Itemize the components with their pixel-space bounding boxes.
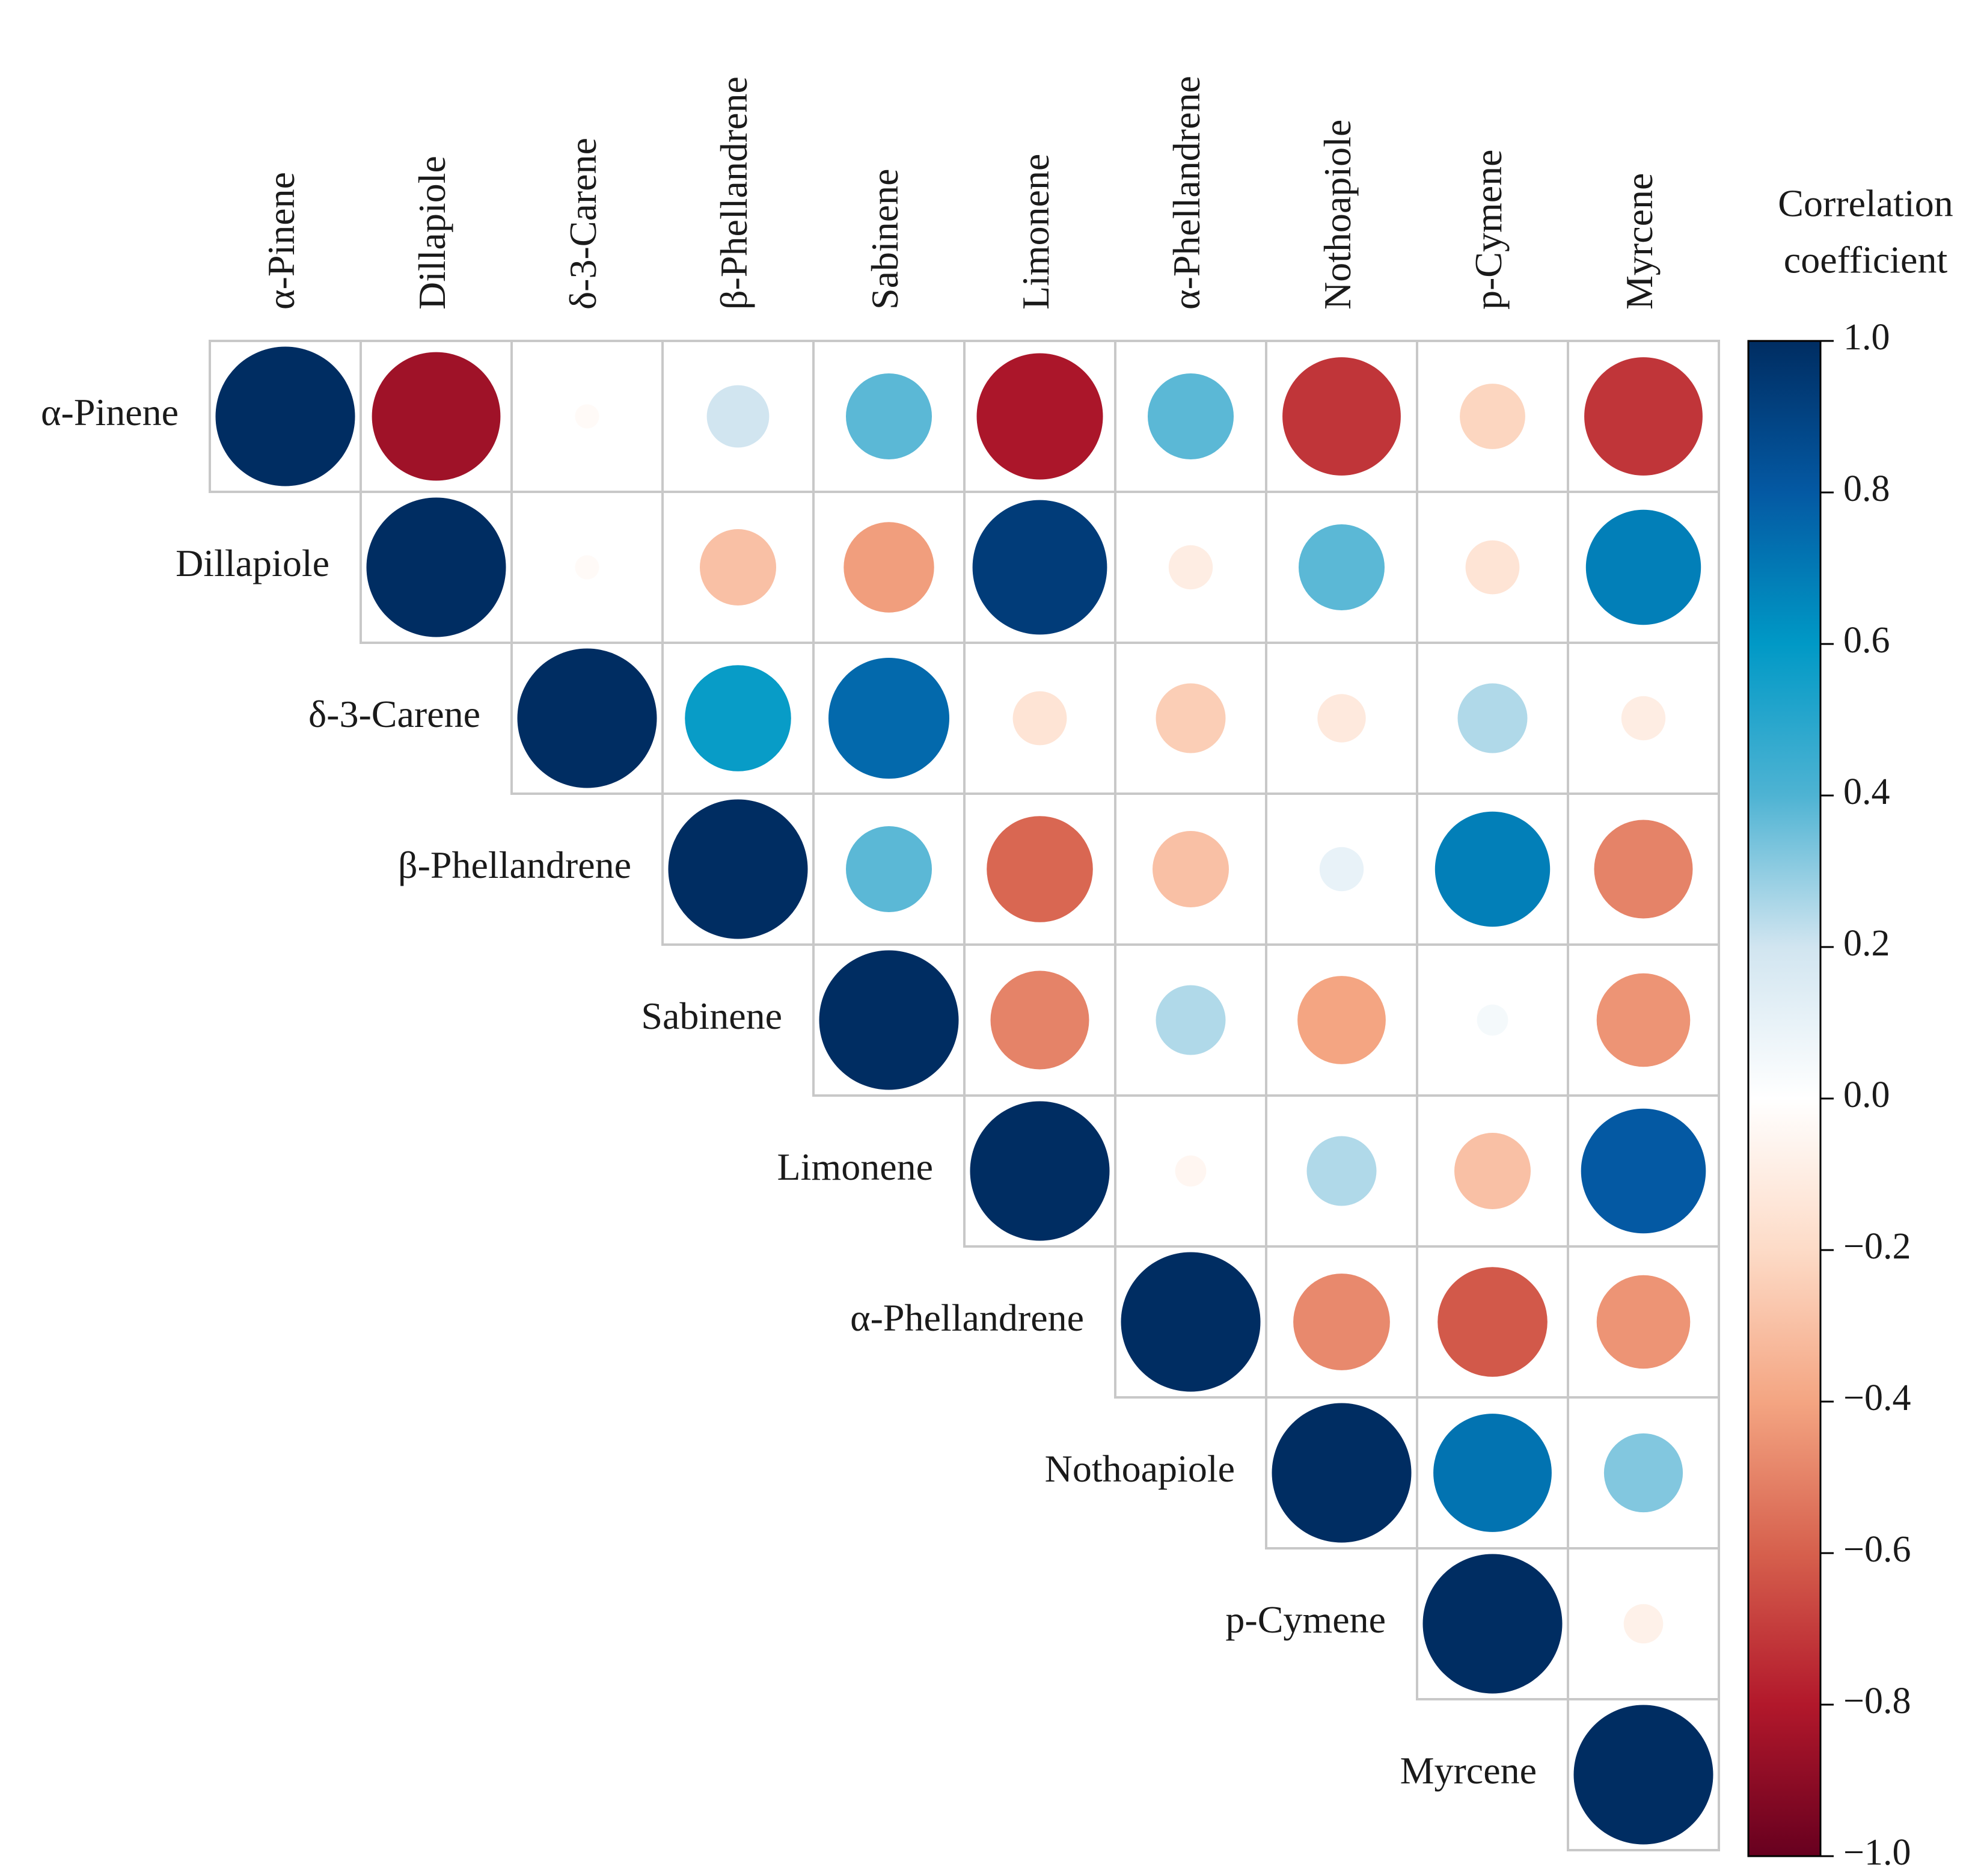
row-labels: α-Pinene Dillapiole δ-3-Carene β-Phellandre… <box>41 391 1537 1792</box>
corr-circle-1-7 <box>1148 373 1234 459</box>
corr-circle-3-6 <box>1012 691 1067 746</box>
colorbar-tick-label: 1.0 <box>1843 317 1890 358</box>
corr-circle-8-8 <box>1272 1403 1412 1543</box>
corr-circle-7-9 <box>1438 1267 1548 1377</box>
colorbar-tick-label: −0.6 <box>1843 1529 1911 1570</box>
corr-circle-1-4 <box>706 385 770 448</box>
corr-circle-6-10 <box>1581 1108 1706 1234</box>
corr-circle-10-10 <box>1573 1705 1713 1845</box>
column-labels: α-Pinene Dillapiole δ-3-Carene β-Phellandre… <box>260 76 1661 310</box>
row-label-var-4: β-Phellandrene <box>398 844 631 886</box>
row-label-var-10: Myrcene <box>1400 1749 1537 1792</box>
colorbar-tick-label: 0.6 <box>1843 620 1890 661</box>
colorbar-tick-label: −0.2 <box>1843 1226 1911 1267</box>
corr-circle-4-8 <box>1319 847 1364 892</box>
corr-circle-2-6 <box>972 500 1107 635</box>
colorbar-tick-label: −1.0 <box>1843 1832 1911 1873</box>
row-label-var-7: α-Phellandrene <box>850 1296 1084 1339</box>
corr-circle-5-5 <box>819 950 959 1090</box>
corr-circle-3-5 <box>828 658 949 779</box>
corr-circle-2-8 <box>1299 524 1385 610</box>
corr-circle-1-3 <box>575 404 599 429</box>
row-label-var-1: α-Pinene <box>41 391 179 434</box>
corr-circle-2-9 <box>1465 540 1520 595</box>
corr-circle-5-6 <box>990 970 1089 1070</box>
corr-circle-4-7 <box>1153 831 1229 907</box>
corr-circle-4-9 <box>1434 811 1551 927</box>
column-label-var-5: Sabinene <box>863 168 906 310</box>
corr-circle-2-10 <box>1585 509 1701 625</box>
corr-circle-3-7 <box>1156 683 1226 753</box>
corr-circle-6-9 <box>1454 1133 1531 1209</box>
corr-circle-2-5 <box>844 522 934 613</box>
corr-circle-3-9 <box>1457 683 1528 753</box>
corr-circle-2-4 <box>700 529 776 605</box>
column-label-var-10: Myrcene <box>1618 173 1661 310</box>
corr-circle-6-7 <box>1175 1155 1207 1187</box>
column-label-var-3: δ-3-Carene <box>562 138 604 310</box>
corr-circle-8-10 <box>1603 1433 1683 1513</box>
corr-circle-1-8 <box>1282 357 1401 476</box>
corr-circle-1-1 <box>215 346 355 486</box>
corr-circle-9-10 <box>1623 1604 1664 1644</box>
corr-circle-2-2 <box>366 497 506 637</box>
row-label-var-6: Limonene <box>777 1145 933 1188</box>
column-label-var-9: p-Cymene <box>1467 149 1510 310</box>
corr-circle-5-10 <box>1596 973 1691 1067</box>
column-label-var-2: Dillapiole <box>411 156 453 310</box>
corr-circle-6-8 <box>1306 1136 1377 1206</box>
corr-circle-1-2 <box>372 352 501 481</box>
corr-circle-4-5 <box>846 826 932 912</box>
matrix-cell <box>1567 1698 1720 1851</box>
row-label-var-3: δ-3-Carene <box>308 693 480 735</box>
corr-circle-3-10 <box>1621 696 1666 741</box>
colorbar-tick-label: 0.0 <box>1843 1074 1890 1115</box>
colorbar-tick-label: −0.4 <box>1843 1378 1911 1418</box>
row-label-var-2: Dillapiole <box>176 542 329 584</box>
corr-circle-1-9 <box>1460 384 1525 449</box>
column-label-var-8: Nothoapiole <box>1316 120 1359 310</box>
matrix-grid <box>209 340 1720 1851</box>
colorbar: Correlation coefficient 1.0 0.8 0.6 0.4 0.2 0.0… <box>1747 182 1953 1873</box>
column-label-var-4: β-Phellandrene <box>712 76 755 310</box>
corr-circle-7-7 <box>1121 1252 1261 1392</box>
row-label-var-8: Nothoapiole <box>1045 1447 1235 1490</box>
row-label-var-5: Sabinene <box>641 995 782 1037</box>
colorbar-tick-label: −0.8 <box>1843 1681 1911 1721</box>
corr-circle-1-10 <box>1584 357 1703 476</box>
corr-circle-6-6 <box>970 1101 1110 1241</box>
corr-circle-4-4 <box>668 799 808 939</box>
correlation-circles <box>215 346 1713 1845</box>
corr-circle-1-6 <box>976 353 1103 480</box>
corr-circle-5-9 <box>1477 1004 1508 1036</box>
column-label-var-7: α-Phellandrene <box>1165 76 1208 310</box>
corr-circle-4-10 <box>1594 820 1693 919</box>
corr-circle-2-3 <box>575 555 599 580</box>
colorbar-title-line-1: Correlation <box>1778 182 1953 225</box>
corr-circle-1-5 <box>846 373 932 459</box>
corr-circle-3-4 <box>685 665 791 771</box>
colorbar-title-line-2: coefficient <box>1784 239 1948 281</box>
corr-circle-7-8 <box>1293 1274 1390 1370</box>
corr-circle-5-7 <box>1156 985 1226 1055</box>
column-label-var-1: α-Pinene <box>260 172 302 310</box>
row-label-var-9: p-Cymene <box>1225 1598 1386 1641</box>
corr-circle-9-9 <box>1422 1554 1563 1694</box>
corr-circle-8-9 <box>1433 1414 1552 1532</box>
colorbar-tick-label: 0.8 <box>1843 468 1890 509</box>
corr-circle-2-7 <box>1168 545 1213 590</box>
corr-circle-5-8 <box>1297 976 1386 1064</box>
column-label-var-6: Limonene <box>1014 154 1057 310</box>
corr-circle-4-6 <box>987 816 1093 922</box>
colorbar-gradient <box>1747 340 1822 1857</box>
corr-circle-3-8 <box>1317 694 1366 743</box>
corr-circle-7-10 <box>1596 1275 1691 1369</box>
colorbar-tick-label: 0.4 <box>1843 771 1890 812</box>
corr-circle-3-3 <box>517 648 657 788</box>
colorbar-tick-label: 0.2 <box>1843 923 1890 964</box>
